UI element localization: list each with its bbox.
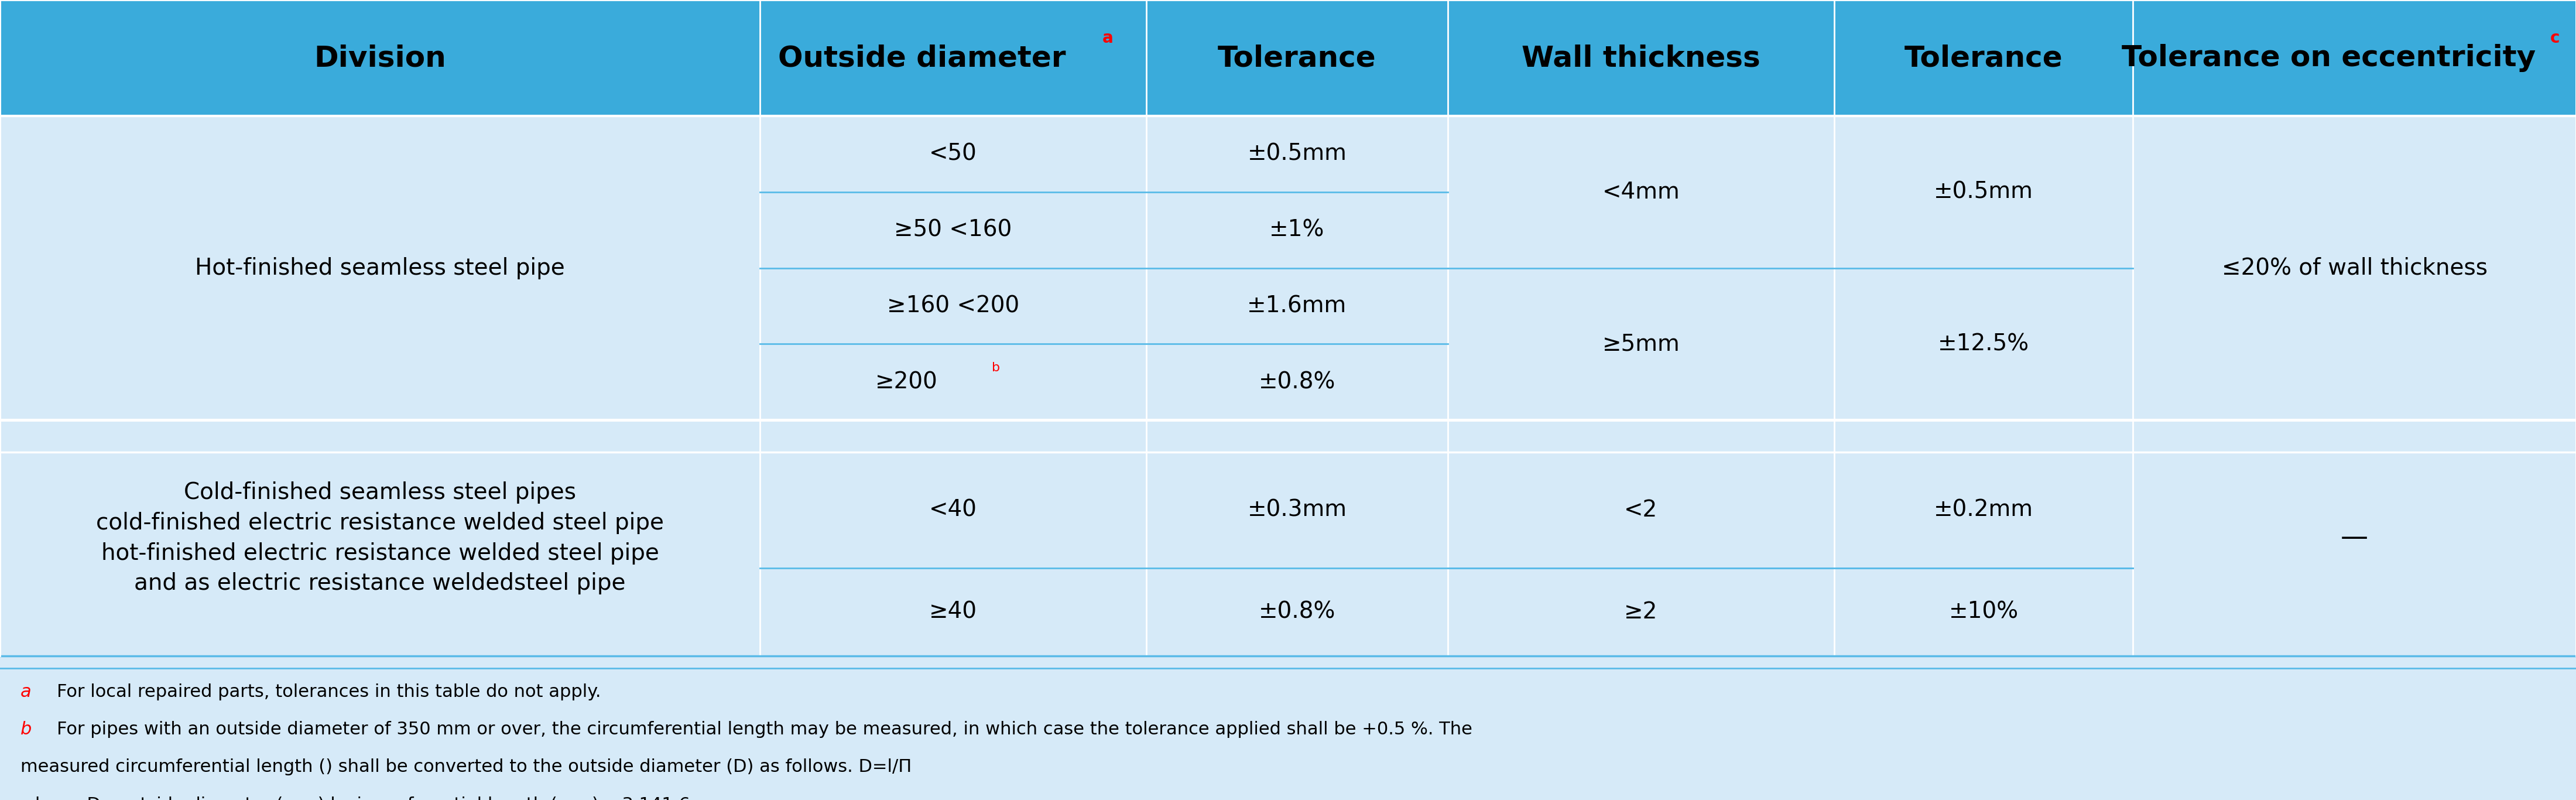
Text: —: — — [2342, 525, 2367, 551]
Bar — [0, 668, 2576, 800]
Text: and as electric resistance weldedsteel pipe: and as electric resistance weldedsteel p… — [134, 573, 626, 594]
Text: <40: <40 — [930, 499, 976, 521]
Text: <50: <50 — [930, 143, 976, 165]
Bar — [0, 116, 2576, 192]
Text: c: c — [2550, 30, 2561, 46]
Text: ≤20% of wall thickness: ≤20% of wall thickness — [2221, 257, 2488, 279]
Bar — [0, 344, 2576, 420]
Bar — [0, 568, 2576, 656]
Text: Outside diameter: Outside diameter — [778, 44, 1066, 72]
Text: ±0.8%: ±0.8% — [1260, 601, 1334, 623]
Text: ±0.8%: ±0.8% — [1260, 371, 1334, 393]
Text: where, D : outside diameter (mm) l: circumferential length (mm)  : 3.141 6: where, D : outside diameter (mm) l: circ… — [21, 796, 690, 800]
Text: ≥5mm: ≥5mm — [1602, 333, 1680, 355]
Text: ≥200: ≥200 — [876, 371, 938, 393]
Text: Hot-finished seamless steel pipe: Hot-finished seamless steel pipe — [196, 257, 564, 279]
Text: ≥50 <160: ≥50 <160 — [894, 219, 1012, 241]
Bar — [0, 452, 2576, 568]
Text: Tolerance on eccentricity: Tolerance on eccentricity — [2123, 44, 2535, 72]
Text: ±0.2mm: ±0.2mm — [1935, 499, 2032, 521]
Text: ±1%: ±1% — [1270, 219, 1324, 241]
Bar — [0, 192, 2576, 268]
Text: For pipes with an outside diameter of 350 mm or over, the circumferential length: For pipes with an outside diameter of 35… — [57, 721, 1473, 738]
Text: b: b — [21, 721, 31, 738]
Text: ≥40: ≥40 — [930, 601, 976, 623]
Text: <2: <2 — [1623, 499, 1659, 521]
Text: ±0.3mm: ±0.3mm — [1247, 499, 1347, 521]
Text: a: a — [1103, 30, 1113, 46]
Text: Tolerance: Tolerance — [1218, 44, 1376, 72]
Text: b: b — [992, 362, 999, 374]
Text: Tolerance: Tolerance — [1904, 44, 2063, 72]
Text: ±1.6mm: ±1.6mm — [1247, 295, 1347, 317]
Text: ≥2: ≥2 — [1623, 601, 1659, 623]
Text: cold-finished electric resistance welded steel pipe: cold-finished electric resistance welded… — [95, 512, 665, 534]
Text: <4mm: <4mm — [1602, 181, 1680, 203]
Text: ±0.5mm: ±0.5mm — [1247, 143, 1347, 165]
Text: Division: Division — [314, 44, 446, 72]
Text: ±12.5%: ±12.5% — [1937, 333, 2030, 355]
Text: For local repaired parts, tolerances in this table do not apply.: For local repaired parts, tolerances in … — [57, 683, 600, 701]
Text: Cold-finished seamless steel pipes: Cold-finished seamless steel pipes — [183, 482, 577, 503]
Text: measured circumferential length () shall be converted to the outside diameter (D: measured circumferential length () shall… — [21, 758, 912, 776]
Bar — [0, 268, 2576, 344]
Text: ≥160 <200: ≥160 <200 — [886, 295, 1020, 317]
Bar — [0, 0, 2576, 116]
Text: Wall thickness: Wall thickness — [1522, 44, 1759, 72]
Text: ±0.5mm: ±0.5mm — [1935, 181, 2032, 203]
Text: a: a — [21, 683, 31, 701]
Text: hot-finished electric resistance welded steel pipe: hot-finished electric resistance welded … — [100, 542, 659, 564]
Text: ±10%: ±10% — [1947, 601, 2020, 623]
Bar — [0, 420, 2576, 452]
